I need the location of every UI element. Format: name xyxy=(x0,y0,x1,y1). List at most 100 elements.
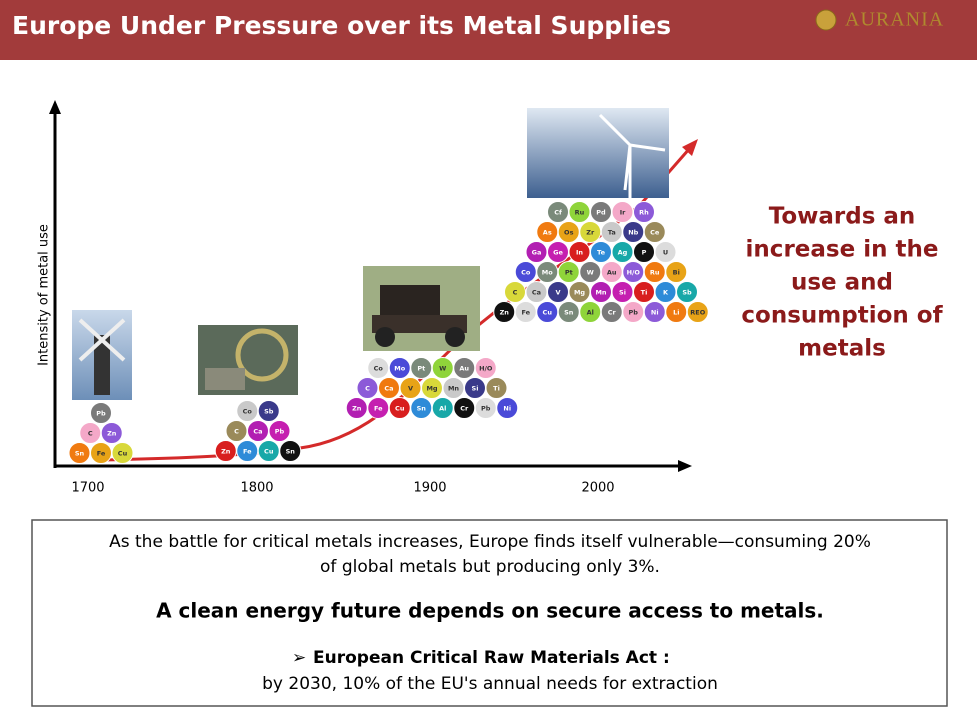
callout-line: Towards an xyxy=(769,204,916,230)
logo-icon xyxy=(815,9,837,31)
element-circle xyxy=(665,261,688,283)
x-arrow xyxy=(678,460,692,472)
element-symbol: Sn xyxy=(75,450,85,458)
element-symbol: Zr xyxy=(586,229,595,237)
element-symbol: C xyxy=(234,428,239,436)
element-symbol: Te xyxy=(597,249,606,257)
photo-wind-farm xyxy=(527,108,669,198)
element-symbol: Sb xyxy=(264,408,274,416)
element-symbol: Al xyxy=(587,309,594,317)
element-circle xyxy=(257,400,280,422)
element-symbol: Zn xyxy=(221,448,231,456)
element-symbol: Bi xyxy=(673,269,680,277)
element-circle xyxy=(111,442,134,464)
element-symbol: Zn xyxy=(352,405,362,413)
bullet-marker: ➢ xyxy=(292,648,306,668)
element-circle xyxy=(100,422,123,444)
element-symbol: W xyxy=(587,269,594,277)
element-circle xyxy=(279,440,302,462)
element-symbol: Ce xyxy=(650,229,660,237)
element-symbol: Pb xyxy=(481,405,491,413)
element-symbol: Ca xyxy=(384,385,393,393)
element-symbol: Li xyxy=(673,309,679,317)
element-symbol: C xyxy=(513,289,518,297)
element-symbol: Au xyxy=(607,269,617,277)
box-sub: by 2030, 10% of the EU's annual needs fo… xyxy=(262,674,718,694)
element-symbol: Ag xyxy=(618,249,628,257)
element-symbol: Cu xyxy=(543,309,553,317)
element-symbol: Ta xyxy=(608,229,616,237)
element-symbol: Sn xyxy=(286,448,296,456)
element-symbol: Cu xyxy=(264,448,274,456)
element-symbol: Ga xyxy=(532,249,542,257)
callout-line: metals xyxy=(798,336,886,362)
element-symbol: Fe xyxy=(374,405,383,413)
element-symbol: Ge xyxy=(553,249,563,257)
element-symbol: Si xyxy=(472,385,479,393)
element-symbol: Mn xyxy=(595,289,606,297)
element-circle xyxy=(676,281,698,303)
element-symbol: P xyxy=(642,249,647,257)
element-symbol: Rh xyxy=(639,209,649,217)
element-symbol: Fe xyxy=(243,448,252,456)
element-symbol: Co xyxy=(243,408,253,416)
element-symbol: C xyxy=(365,385,370,393)
element-symbol: Pb xyxy=(96,410,106,418)
element-symbol: Cr xyxy=(460,405,469,413)
element-symbol: Al xyxy=(439,405,446,413)
element-symbol: C xyxy=(88,430,93,438)
element-symbol: Sn xyxy=(564,309,574,317)
y-arrow xyxy=(49,100,61,114)
element-symbol: Cf xyxy=(554,209,562,217)
element-symbol: Ni xyxy=(651,309,659,317)
photo-windmill xyxy=(72,310,132,400)
element-symbol: V xyxy=(408,385,413,393)
element-symbol: Cu xyxy=(118,450,128,458)
element-symbol: Ca xyxy=(532,289,541,297)
photo-engine xyxy=(198,325,298,395)
element-symbol: Zn xyxy=(500,309,510,317)
element-circle xyxy=(90,402,112,424)
box-line: of global metals but producing only 3%. xyxy=(320,557,660,577)
element-symbol: Ir xyxy=(620,209,626,217)
callout: Towards an increase in the use and consumpt… xyxy=(741,204,943,362)
element-symbol: H/O xyxy=(479,365,493,373)
element-symbol: Mn xyxy=(448,385,459,393)
element-symbol: W xyxy=(439,365,446,373)
element-symbol: Os xyxy=(564,229,574,237)
element-symbol: Ru xyxy=(575,209,585,217)
element-symbol: Co xyxy=(521,269,531,277)
element-symbol: Mo xyxy=(542,269,553,277)
element-symbol: Co xyxy=(374,365,384,373)
element-symbol: Sn xyxy=(417,405,427,413)
element-circle xyxy=(268,420,291,442)
element-symbol: Sb xyxy=(682,289,692,297)
element-groups: Pb C Zn Sn Fe Cu Co Sb C Ca Pb Zn Fe Cu Sn Co Mo Pt W Au H/O… xyxy=(68,201,709,464)
element-symbol: Pd xyxy=(596,209,606,217)
element-symbol: Pb xyxy=(275,428,285,436)
element-symbol: Pt xyxy=(417,365,425,373)
box-headline: A clean energy future depends on secure … xyxy=(156,599,824,623)
element-symbol: U xyxy=(663,249,668,257)
element-symbol: Fe xyxy=(521,309,530,317)
message-box xyxy=(31,519,948,707)
logo: AURANIA xyxy=(845,9,944,31)
trend-arrow xyxy=(682,139,698,156)
element-circle xyxy=(496,397,519,419)
header-bar xyxy=(0,0,977,60)
element-symbol: Pt xyxy=(565,269,573,277)
title: Europe Under Pressure over its Metal Sup… xyxy=(12,11,671,40)
element-symbol: Cu xyxy=(395,405,405,413)
element-symbol: Ti xyxy=(641,289,648,297)
element-symbol: Zn xyxy=(107,430,117,438)
element-symbol: H/O xyxy=(627,269,641,277)
element-symbol: Nb xyxy=(628,229,638,237)
callout-line: increase in the xyxy=(746,237,939,263)
element-symbol: Mg xyxy=(574,289,585,297)
x-label: 1700 xyxy=(71,481,104,496)
x-label: 1900 xyxy=(413,481,446,496)
element-symbol: Ni xyxy=(503,405,511,413)
element-circle xyxy=(633,201,655,223)
element-symbol: Au xyxy=(459,365,469,373)
